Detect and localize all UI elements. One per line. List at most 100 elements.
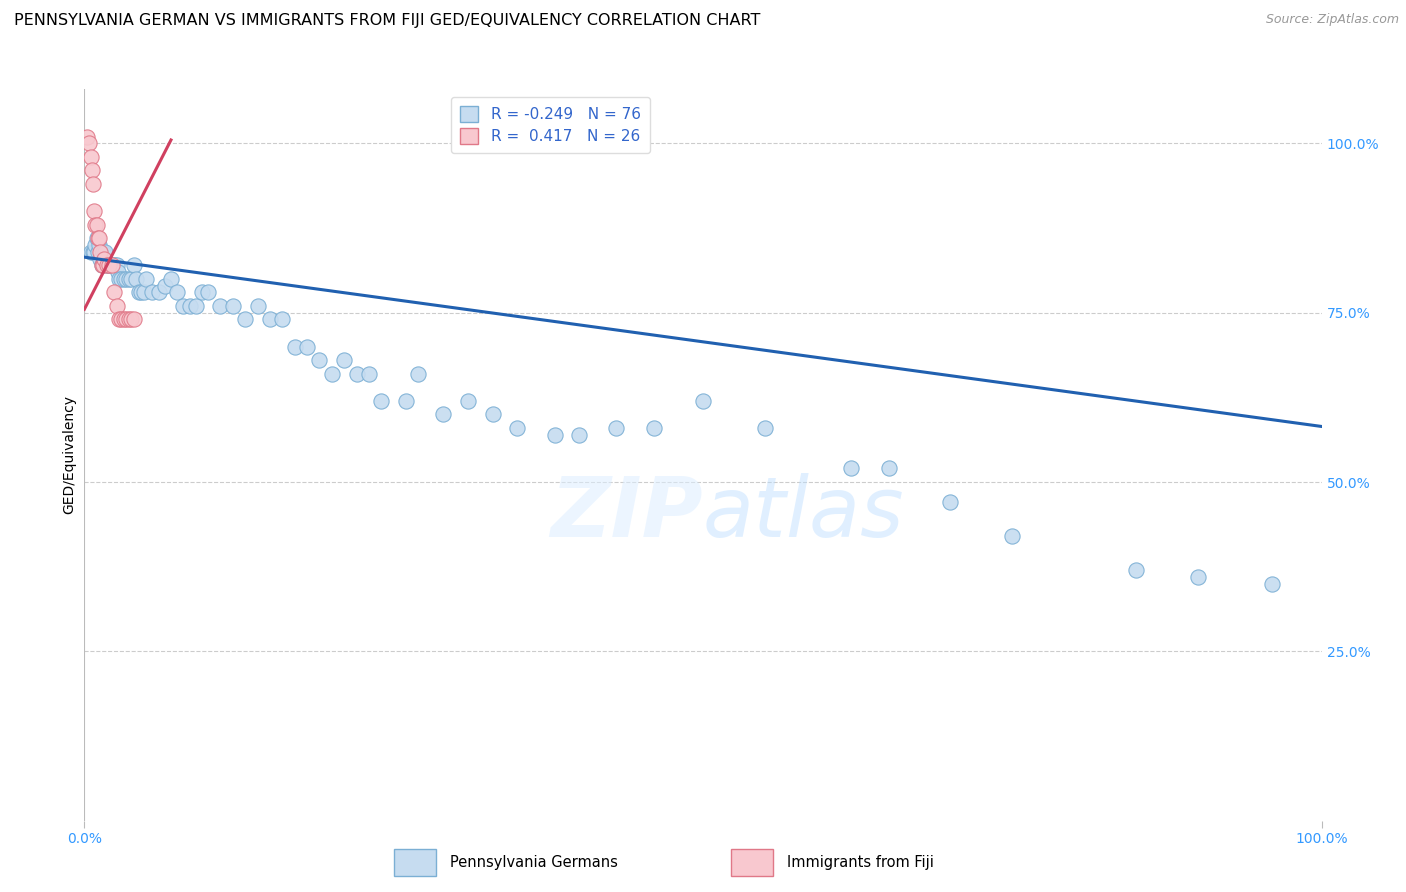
Point [115,312,138,326]
Point [91,258,114,272]
Legend: R = -0.249   N = 76, R =  0.417   N = 26: R = -0.249 N = 76, R = 0.417 N = 26 [451,97,650,153]
Point [110,272,132,286]
Point [94,244,117,259]
Point [692,393,714,408]
Point [153,278,176,293]
Point [108,272,131,286]
Point [89,252,111,266]
Text: PENNSYLVANIA GERMAN VS IMMIGRANTS FROM FIJI GED/EQUIVALENCY CORRELATION CHART: PENNSYLVANIA GERMAN VS IMMIGRANTS FROM F… [14,13,761,29]
Point [1001,529,1024,543]
Point [568,427,591,442]
Point [877,461,900,475]
Point [135,272,157,286]
Point [222,299,245,313]
Point [98,258,121,272]
Point [90,258,112,272]
Point [112,312,135,326]
Point [643,421,665,435]
Point [128,285,150,300]
Point [1261,576,1284,591]
Point [184,299,207,313]
Point [115,272,138,286]
Point [197,285,219,300]
Point [79,136,101,151]
Point [543,427,565,442]
Point [209,299,232,313]
Point [271,312,294,326]
Text: atlas: atlas [703,473,904,554]
Point [96,258,118,272]
Point [179,299,201,313]
Point [89,244,111,259]
Point [79,244,101,259]
Point [98,258,121,272]
Point [172,299,194,313]
Point [96,258,118,272]
Text: Pennsylvania Germans: Pennsylvania Germans [450,855,617,870]
Point [98,258,121,272]
Point [148,285,170,300]
Point [132,285,155,300]
Point [295,340,318,354]
Point [605,421,627,435]
Y-axis label: GED/Equivalency: GED/Equivalency [62,395,76,515]
Point [129,285,152,300]
Point [408,367,430,381]
Point [321,367,343,381]
Point [105,299,128,313]
Point [457,393,479,408]
Point [1125,563,1147,577]
Point [141,285,163,300]
Point [86,231,108,245]
Point [107,265,129,279]
FancyBboxPatch shape [731,849,773,876]
Point [118,312,141,326]
Point [80,163,103,178]
Point [93,252,115,266]
Point [104,258,127,272]
Point [481,407,503,421]
Point [100,258,122,272]
Point [841,461,863,475]
Point [76,129,98,144]
Point [108,312,131,326]
Point [82,177,104,191]
Point [110,312,132,326]
Point [432,407,454,421]
Point [125,272,148,286]
Point [754,421,776,435]
Point [939,495,962,509]
Point [79,150,101,164]
Point [120,312,142,326]
Point [122,258,145,272]
Text: Immigrants from Fiji: Immigrants from Fiji [787,855,934,870]
Text: ZIP: ZIP [550,473,703,554]
Point [333,353,356,368]
Text: Source: ZipAtlas.com: Source: ZipAtlas.com [1265,13,1399,27]
Point [89,231,111,245]
Point [90,258,112,272]
Point [120,272,142,286]
Point [87,244,110,259]
Point [506,421,529,435]
Point [395,393,418,408]
Point [308,353,330,368]
Point [122,312,145,326]
Point [84,218,107,232]
Point [105,258,128,272]
Point [233,312,256,326]
Point [83,204,105,219]
Point [83,244,105,259]
Point [160,272,183,286]
Point [166,285,188,300]
Point [97,258,120,272]
Point [284,340,307,354]
Point [91,244,114,259]
Point [89,238,111,252]
Point [103,285,125,300]
Point [100,258,122,272]
Point [370,393,392,408]
Point [103,258,125,272]
Point [118,272,141,286]
Point [191,285,214,300]
